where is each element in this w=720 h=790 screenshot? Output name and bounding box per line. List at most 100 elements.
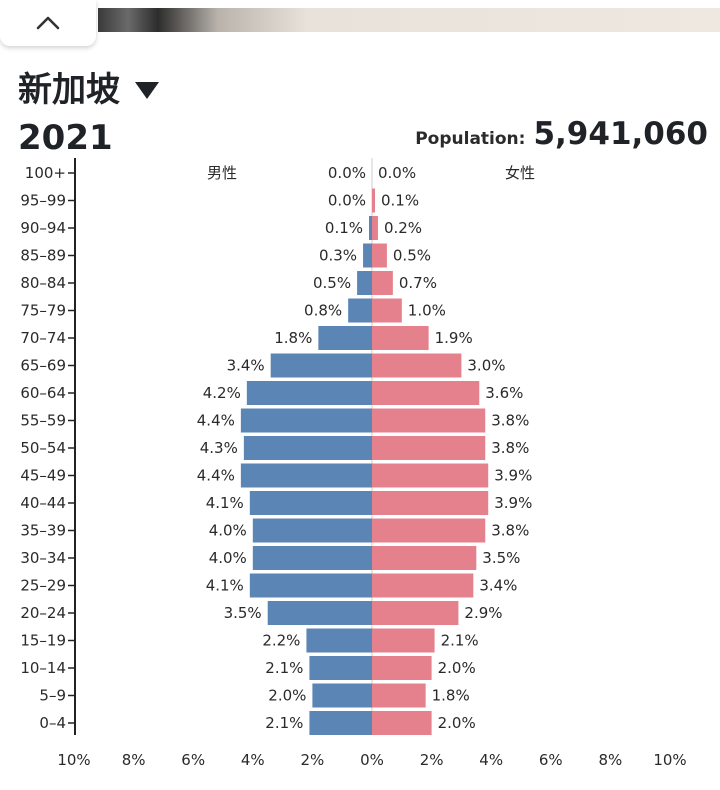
male-bar	[363, 243, 372, 268]
male-bar	[252, 518, 372, 543]
male-data-label: 0.8%	[304, 302, 342, 320]
y-tick-label: 50–54	[20, 439, 66, 457]
y-tick-label: 100+	[25, 164, 66, 182]
female-data-label: 3.8%	[491, 439, 529, 457]
female-data-label: 3.8%	[491, 412, 529, 430]
male-data-label: 0.0%	[328, 164, 366, 182]
female-data-label: 0.0%	[378, 164, 416, 182]
male-bar	[246, 381, 372, 405]
female-data-label: 3.9%	[494, 494, 532, 512]
y-tick-label: 80–84	[20, 274, 66, 292]
female-bar	[372, 326, 429, 350]
y-tick-label: 10–14	[20, 659, 66, 677]
x-tick-label: 8%	[122, 751, 146, 769]
female-bar	[372, 628, 435, 653]
y-tick-label: 15–19	[20, 632, 66, 650]
population-readout: Population: 5,941,060	[415, 116, 708, 152]
collapse-button[interactable]	[0, 0, 96, 46]
female-bar	[372, 436, 486, 460]
y-tick-label: 55–59	[20, 412, 66, 430]
female-bar	[372, 298, 402, 323]
male-bar	[309, 656, 372, 680]
x-tick-label: 8%	[599, 751, 623, 769]
female-data-label: 2.1%	[441, 632, 479, 650]
female-data-label: 1.8%	[432, 687, 470, 705]
x-tick-label: 10%	[57, 751, 90, 769]
female-data-label: 2.0%	[438, 659, 476, 677]
chart-header: 新加坡 2021 Population: 5,941,060	[18, 68, 708, 158]
x-tick-label: 6%	[181, 751, 205, 769]
y-tick-label: 90–94	[20, 219, 66, 237]
population-label: Population:	[415, 129, 526, 149]
male-bar	[267, 601, 372, 625]
female-bar	[372, 271, 393, 295]
male-bar	[357, 271, 372, 295]
female-bar	[372, 656, 432, 680]
photo-strip	[98, 8, 720, 32]
male-data-label: 2.1%	[265, 659, 303, 677]
female-bar	[372, 518, 486, 543]
y-tick-label: 45–49	[20, 467, 66, 485]
female-data-label: 0.2%	[384, 219, 422, 237]
male-bar	[240, 463, 372, 488]
y-tick-label: 20–24	[20, 604, 66, 622]
x-tick-label: 6%	[539, 751, 563, 769]
male-data-label: 0.0%	[328, 192, 366, 210]
country-name: 新加坡	[18, 70, 120, 110]
male-bar	[309, 711, 372, 735]
y-tick-label: 5–9	[39, 687, 66, 705]
y-tick-label: 75–79	[20, 302, 66, 320]
male-bar	[306, 628, 372, 653]
male-data-label: 2.0%	[268, 687, 306, 705]
y-tick-label: 95–99	[20, 192, 66, 210]
female-bar	[372, 408, 486, 433]
x-tick-label: 4%	[479, 751, 503, 769]
y-tick-label: 35–39	[20, 522, 66, 540]
female-bar	[372, 491, 489, 515]
female-bar	[372, 546, 477, 570]
male-data-label: 0.1%	[325, 219, 363, 237]
male-data-label: 4.1%	[206, 577, 244, 595]
male-data-label: 4.3%	[200, 439, 238, 457]
female-data-label: 3.6%	[485, 384, 523, 402]
y-tick-label: 60–64	[20, 384, 66, 402]
y-tick-label: 40–44	[20, 494, 66, 512]
female-data-label: 1.9%	[435, 329, 473, 347]
female-bar	[372, 683, 426, 708]
female-bar	[372, 601, 459, 625]
y-tick-label: 85–89	[20, 247, 66, 265]
female-data-label: 3.4%	[479, 577, 517, 595]
male-bar	[240, 408, 372, 433]
female-data-label: 0.1%	[381, 192, 419, 210]
male-bar	[249, 491, 372, 515]
female-data-label: 2.9%	[464, 604, 502, 622]
female-bar	[372, 381, 480, 405]
female-bar	[372, 353, 462, 378]
male-data-label: 4.2%	[203, 384, 241, 402]
female-data-label: 3.0%	[467, 357, 505, 375]
x-tick-label: 2%	[301, 751, 325, 769]
y-tick-label: 30–34	[20, 549, 66, 567]
legend-male: 男性	[207, 164, 237, 182]
male-data-label: 4.4%	[197, 412, 235, 430]
male-data-label: 4.4%	[197, 467, 235, 485]
male-bar	[369, 216, 372, 240]
country-selector[interactable]: 新加坡	[18, 68, 708, 112]
male-data-label: 3.5%	[224, 604, 262, 622]
male-data-label: 4.0%	[209, 522, 247, 540]
male-bar	[312, 683, 372, 708]
male-data-label: 2.2%	[262, 632, 300, 650]
year-label: 2021	[18, 118, 113, 158]
male-data-label: 4.0%	[209, 549, 247, 567]
male-data-label: 3.4%	[227, 357, 265, 375]
male-bar	[252, 546, 372, 570]
female-bar	[372, 243, 387, 268]
male-data-label: 4.1%	[206, 494, 244, 512]
female-bar	[372, 188, 375, 213]
caret-down-icon	[135, 82, 159, 99]
male-bar	[249, 573, 372, 598]
female-bar	[372, 216, 378, 240]
y-tick-label: 65–69	[20, 357, 66, 375]
y-tick-label: 70–74	[20, 329, 66, 347]
